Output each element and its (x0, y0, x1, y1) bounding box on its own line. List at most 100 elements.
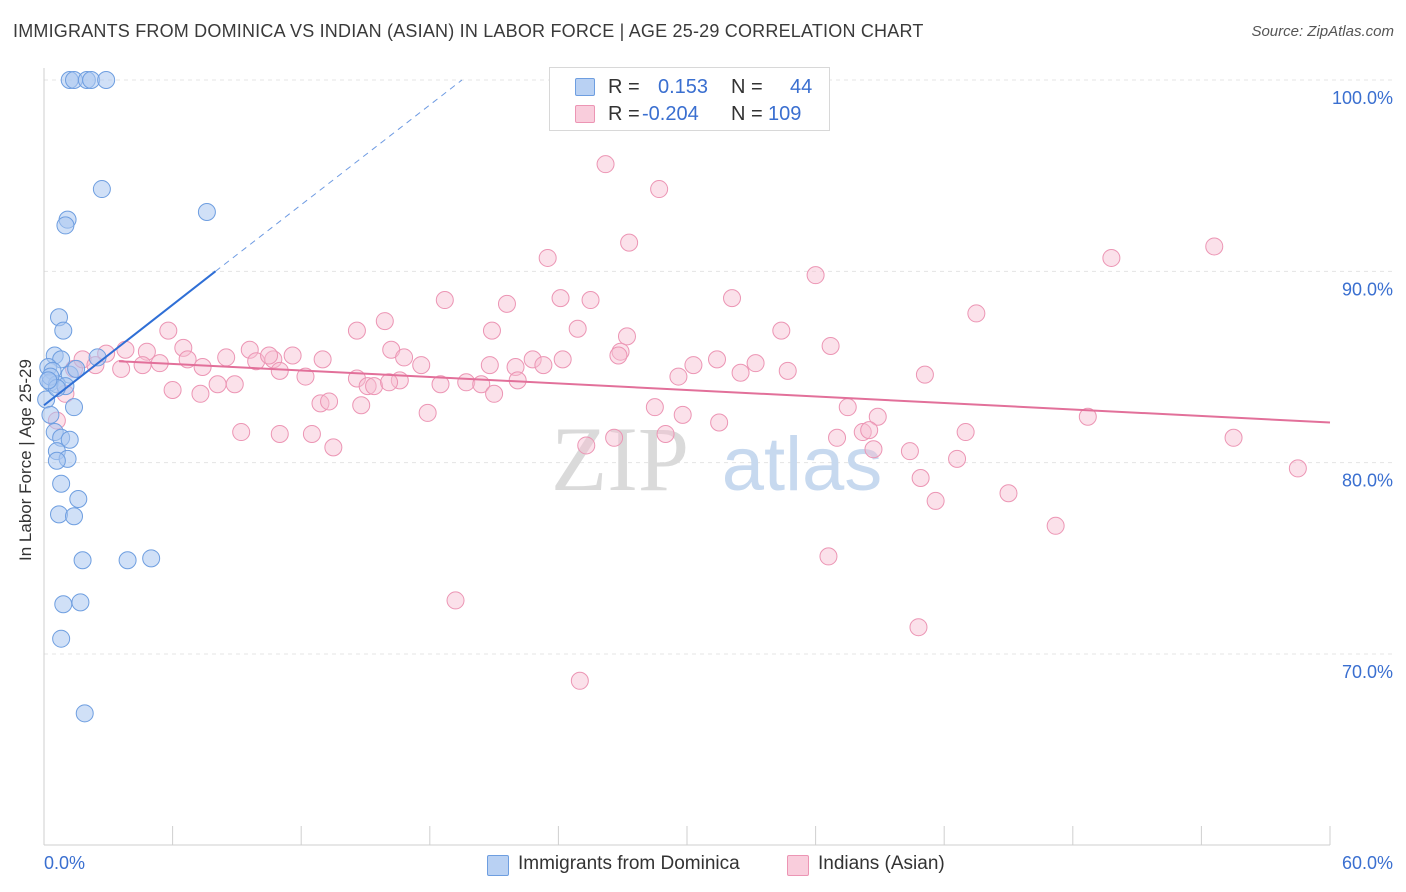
data-point-pink (772, 321, 791, 340)
data-point-blue (69, 490, 88, 509)
stats-row-blue: R = 0.153 N = 44 (550, 73, 829, 101)
data-point-pink (577, 436, 596, 455)
r-label: R = (608, 76, 640, 98)
data-point-blue (47, 451, 66, 470)
data-point-pink (948, 449, 967, 468)
data-point-blue (65, 398, 84, 417)
data-point-pink (380, 373, 399, 392)
gridlines (44, 79, 1392, 655)
r-value-blue: 0.153 (658, 76, 709, 98)
data-point-pink (1205, 237, 1224, 256)
data-point-pink (412, 356, 431, 375)
trend-lines (43, 79, 1331, 424)
data-point-blue (142, 549, 161, 568)
data-point-pink (431, 375, 450, 394)
data-point-pink (538, 248, 557, 267)
data-point-pink (191, 384, 210, 403)
data-point-pink (645, 398, 664, 417)
data-point-pink (909, 618, 928, 637)
data-point-pink (296, 367, 315, 386)
data-point-blue (71, 593, 90, 612)
x-tick-labels: 0.0% 60.0% (44, 853, 1393, 873)
data-point-pink (864, 440, 883, 459)
data-point-pink (746, 354, 765, 373)
data-point-pink (485, 384, 504, 403)
n-value-pink: 109 (768, 103, 802, 125)
data-point-pink (819, 547, 838, 566)
data-point-pink (225, 375, 244, 394)
data-point-pink (375, 312, 394, 331)
watermark: ZIP atlas (551, 408, 882, 510)
r-value-pink: -0.204 (642, 103, 699, 125)
data-point-blue (52, 474, 71, 493)
data-point-pink (605, 428, 624, 447)
data-point-pink (302, 424, 321, 443)
trend-line-blue-extension (215, 79, 463, 272)
data-point-pink (523, 350, 542, 369)
watermark-zip: ZIP (551, 408, 689, 510)
data-point-pink (581, 291, 600, 310)
trend-line-pink (118, 360, 1331, 424)
data-point-blue (75, 704, 94, 723)
data-point-blue (92, 180, 111, 199)
data-point-pink (435, 291, 454, 310)
stats-box: R = 0.153 N = 44 R = -0.204 N = 109 (549, 67, 830, 131)
r-label: R = (608, 103, 640, 125)
data-point-pink (112, 359, 131, 378)
data-point-pink (1102, 248, 1121, 267)
data-point-pink (821, 336, 840, 355)
data-point-pink (358, 377, 377, 396)
data-point-pink (656, 424, 675, 443)
data-point-pink (778, 361, 797, 380)
data-point-pink (534, 356, 553, 375)
data-point-pink (133, 356, 152, 375)
data-point-pink (159, 321, 178, 340)
data-point-pink (684, 356, 703, 375)
x-tick-label: 60.0% (1342, 853, 1393, 873)
data-point-pink (860, 421, 879, 440)
data-point-pink (731, 363, 750, 382)
data-point-pink (232, 423, 251, 442)
y-tick-label: 70.0% (1342, 662, 1393, 682)
data-point-blue (39, 371, 58, 390)
data-point-pink (956, 423, 975, 442)
data-point-pink (208, 375, 227, 394)
chart-title: IMMIGRANTS FROM DOMINICA VS INDIAN (ASIA… (13, 21, 924, 41)
trend-line-blue (43, 270, 217, 407)
data-point-pink (620, 233, 639, 252)
data-point-pink (506, 358, 525, 376)
data-point-pink (806, 266, 825, 285)
data-point-pink (710, 413, 729, 432)
series-indians-asian (47, 155, 1307, 690)
data-point-pink (650, 180, 669, 199)
data-point-pink (217, 348, 236, 367)
source-label: Source: ZipAtlas.com (1251, 23, 1394, 40)
data-point-pink (137, 342, 156, 361)
data-point-pink (1288, 459, 1307, 478)
data-point-pink (163, 380, 182, 399)
data-point-pink (617, 327, 636, 346)
data-point-pink (999, 484, 1018, 503)
data-point-blue (65, 507, 84, 526)
n-label: N = (731, 103, 763, 125)
data-point-blue (73, 551, 92, 570)
data-point-pink (828, 428, 847, 447)
data-point-pink (596, 155, 615, 174)
legend-blue-square-icon (487, 855, 509, 876)
x-tick-label: 0.0% (44, 853, 85, 873)
data-point-blue (82, 71, 101, 89)
y-tick-label: 80.0% (1342, 471, 1393, 491)
data-point-pink (570, 671, 589, 690)
data-point-blue (50, 505, 69, 524)
data-point-pink (1224, 428, 1243, 447)
data-point-pink (240, 340, 259, 359)
data-point-blue (97, 71, 116, 89)
series-immigrants-dominica (37, 71, 216, 723)
data-point-pink (352, 396, 371, 415)
data-point-pink (320, 392, 339, 411)
legend-pink-square-icon (787, 855, 809, 876)
legend-label-dominica: Immigrants from Dominica (518, 853, 740, 874)
data-point-pink (446, 591, 465, 610)
data-point-pink (915, 365, 934, 384)
